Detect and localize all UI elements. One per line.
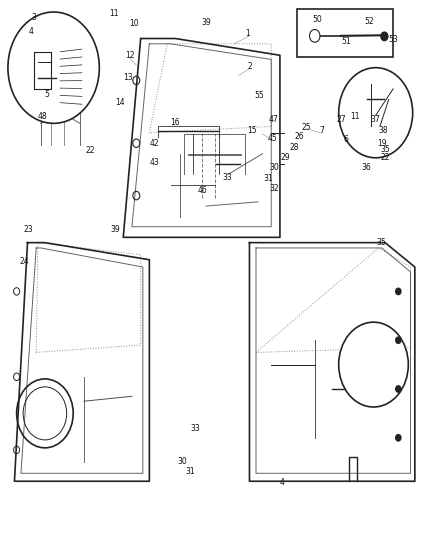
Text: 30: 30: [177, 457, 187, 466]
Text: 25: 25: [301, 123, 311, 132]
Circle shape: [17, 379, 73, 448]
Text: 10: 10: [129, 19, 139, 28]
Circle shape: [310, 29, 320, 42]
Circle shape: [396, 434, 401, 441]
Text: 37: 37: [370, 115, 380, 124]
Text: 13: 13: [123, 72, 132, 82]
Circle shape: [396, 337, 401, 343]
Text: 22: 22: [381, 154, 390, 163]
Text: 46: 46: [198, 186, 208, 195]
Text: 45: 45: [267, 134, 277, 143]
Circle shape: [339, 322, 408, 407]
Bar: [297, 10, 393, 57]
Text: 43: 43: [150, 158, 159, 166]
Text: 52: 52: [364, 17, 374, 26]
Text: 51: 51: [341, 37, 351, 46]
Text: 3: 3: [32, 13, 36, 22]
Text: 7: 7: [319, 126, 324, 135]
Text: 35: 35: [376, 238, 386, 247]
Text: 35: 35: [380, 146, 390, 155]
Text: 30: 30: [270, 164, 279, 172]
Text: 42: 42: [150, 139, 159, 148]
Text: 53: 53: [388, 35, 398, 44]
Circle shape: [396, 386, 401, 392]
Text: 14: 14: [115, 98, 124, 107]
Text: 50: 50: [312, 15, 322, 25]
Text: 22: 22: [86, 147, 95, 156]
Text: 15: 15: [247, 126, 257, 135]
Text: 16: 16: [170, 118, 180, 127]
Text: 1: 1: [245, 29, 250, 38]
Text: 26: 26: [295, 132, 304, 141]
Text: 11: 11: [350, 112, 360, 122]
Circle shape: [8, 12, 99, 123]
Text: 31: 31: [186, 467, 195, 476]
Text: 11: 11: [109, 9, 118, 18]
Text: 39: 39: [110, 225, 120, 234]
Text: 19: 19: [378, 139, 387, 148]
Text: 23: 23: [24, 225, 33, 234]
Text: 24: 24: [19, 257, 29, 265]
Text: 36: 36: [361, 164, 371, 172]
Text: 32: 32: [270, 184, 279, 193]
Text: 6: 6: [344, 135, 349, 144]
Text: 5: 5: [44, 90, 49, 99]
Text: 4: 4: [28, 27, 33, 36]
Text: 12: 12: [125, 51, 135, 60]
Text: 39: 39: [201, 18, 211, 27]
Circle shape: [339, 68, 413, 158]
Text: 38: 38: [378, 126, 388, 135]
Text: 33: 33: [222, 173, 232, 182]
Text: 47: 47: [268, 115, 278, 124]
Text: 4: 4: [280, 478, 285, 487]
Text: 55: 55: [254, 91, 264, 100]
Text: 28: 28: [289, 143, 299, 152]
Text: 31: 31: [263, 174, 272, 183]
Circle shape: [381, 32, 388, 41]
Text: 29: 29: [280, 153, 290, 162]
Text: 2: 2: [247, 62, 252, 70]
Text: 33: 33: [190, 424, 200, 433]
Text: 48: 48: [38, 112, 48, 122]
Circle shape: [396, 288, 401, 295]
Text: 27: 27: [337, 115, 346, 124]
